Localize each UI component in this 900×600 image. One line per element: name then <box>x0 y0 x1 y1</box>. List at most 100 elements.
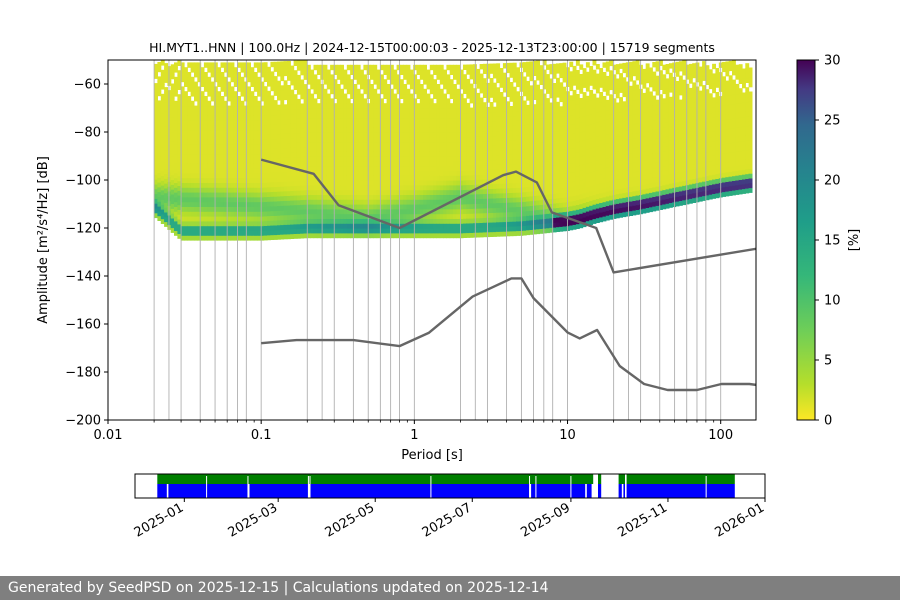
heatmap-cell <box>496 120 501 127</box>
heatmap-cell <box>476 102 481 108</box>
heatmap-cell <box>243 148 248 155</box>
heatmap-cell <box>446 64 451 71</box>
heatmap-cell <box>203 100 208 107</box>
heatmap-cell <box>233 177 238 183</box>
heatmap-cell <box>386 136 391 143</box>
heatmap-cell <box>326 122 331 128</box>
heatmap-cell <box>463 74 467 80</box>
heatmap-cell <box>509 206 514 213</box>
heatmap-cell <box>283 113 288 120</box>
heatmap-cell <box>267 172 271 178</box>
heatmap-cell <box>539 156 544 162</box>
heatmap-cell <box>190 139 195 145</box>
heatmap-cell <box>287 185 291 192</box>
heatmap-cell <box>353 223 358 229</box>
heatmap-cell <box>263 196 268 202</box>
heatmap-cell <box>383 122 388 128</box>
heatmap-cell <box>306 180 311 186</box>
heatmap-cell <box>509 230 514 237</box>
heatmap-cell <box>396 184 401 191</box>
heatmap-cell <box>170 150 175 157</box>
heatmap-cell <box>529 138 534 144</box>
heatmap-cell <box>340 127 344 133</box>
heatmap-cell <box>353 175 358 181</box>
heatmap-cell <box>569 205 574 212</box>
heatmap-cell <box>416 189 421 195</box>
heatmap-cell <box>456 103 461 109</box>
heatmap-cell <box>582 178 587 184</box>
heatmap-cell <box>360 156 364 162</box>
heatmap-cell <box>526 200 530 207</box>
heatmap-cell <box>416 79 421 85</box>
heatmap-cell <box>516 96 520 102</box>
heatmap-cell <box>340 180 344 186</box>
heatmap-cell <box>572 209 577 216</box>
heatmap-cell <box>210 196 215 203</box>
heatmap-cell <box>230 168 235 174</box>
heatmap-cell <box>353 98 358 104</box>
heatmap-cell <box>446 165 451 171</box>
heatmap-cell <box>456 64 461 71</box>
heatmap-cell <box>512 77 517 83</box>
heatmap-cell <box>270 172 275 178</box>
heatmap-cell <box>409 141 414 147</box>
heatmap-cell <box>330 117 334 123</box>
heatmap-cell <box>575 142 580 148</box>
heatmap-cell <box>579 150 584 157</box>
heatmap-cell <box>343 180 348 186</box>
heatmap-cell <box>194 120 198 126</box>
heatmap-cell <box>353 117 358 123</box>
heatmap-cell <box>227 153 232 159</box>
heatmap-cell <box>370 98 374 104</box>
heatmap-cell <box>227 187 232 193</box>
heatmap-cell <box>536 137 540 143</box>
heatmap-cell <box>243 86 248 92</box>
heatmap-cell <box>539 170 544 177</box>
heatmap-cell <box>569 76 574 82</box>
heatmap-cell <box>290 65 295 71</box>
heatmap-cell <box>406 204 411 210</box>
heatmap-cell <box>399 184 404 191</box>
heatmap-cell <box>177 60 182 66</box>
heatmap-cell <box>463 208 467 214</box>
heatmap-cell <box>316 213 321 219</box>
heatmap-cell <box>207 168 212 174</box>
heatmap-cell <box>635 151 640 158</box>
heatmap-cell <box>542 228 547 234</box>
heatmap-cell <box>479 222 484 228</box>
heatmap-cell <box>496 202 501 208</box>
heatmap-cell <box>413 204 418 210</box>
heatmap-cell <box>522 148 527 154</box>
heatmap-cell <box>306 108 311 114</box>
heatmap-cell <box>529 61 534 67</box>
heatmap-cell <box>220 153 225 159</box>
heatmap-cell <box>625 119 630 126</box>
heatmap-cell <box>389 112 394 119</box>
heatmap-cell <box>429 146 434 152</box>
heatmap-cell <box>423 232 427 239</box>
heatmap-cell <box>363 122 368 128</box>
heatmap-cell <box>197 235 202 241</box>
heatmap-cell <box>160 137 165 143</box>
heatmap-cell <box>393 103 398 109</box>
heatmap-cell <box>346 112 351 119</box>
heatmap-cell <box>350 151 354 157</box>
heatmap-cell <box>326 136 331 143</box>
heatmap-cell <box>160 103 165 109</box>
heatmap-cell <box>283 152 288 158</box>
heatmap-cell <box>223 230 228 236</box>
heatmap-cell <box>207 235 212 241</box>
heatmap-cell <box>466 83 471 90</box>
heatmap-cell <box>223 76 228 83</box>
heatmap-cell <box>536 161 540 167</box>
heatmap-cell <box>210 225 215 231</box>
heatmap-cell <box>177 147 182 153</box>
heatmap-cell <box>370 112 374 119</box>
heatmap-cell <box>552 227 557 233</box>
heatmap-cell <box>536 199 540 206</box>
heatmap-cell <box>220 187 225 193</box>
heatmap-cell <box>476 160 481 166</box>
heatmap-cell <box>439 199 444 205</box>
heatmap-cell <box>446 160 451 167</box>
heatmap-cell <box>376 232 381 239</box>
